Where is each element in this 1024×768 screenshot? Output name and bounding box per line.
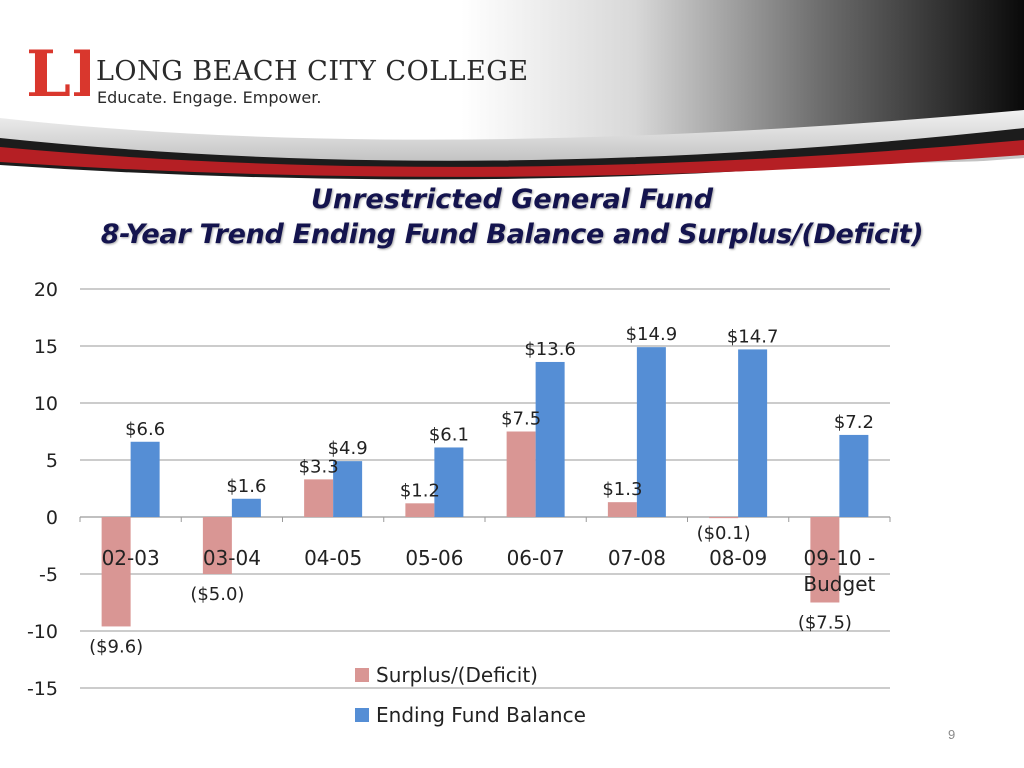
y-tick-label: -15 xyxy=(27,678,58,700)
gridlines xyxy=(79,288,891,689)
surplus-label: ($0.1) xyxy=(697,523,751,544)
chart-subtitle: 8-Year Trend Ending Fund Balance and Sur… xyxy=(100,219,924,250)
x-tick-label: 09-10 -Budget xyxy=(803,546,875,596)
legend-swatch xyxy=(355,668,369,682)
college-logo: LB xyxy=(28,37,90,106)
fund-balance-label: $6.6 xyxy=(125,419,165,440)
surplus-label: ($7.5) xyxy=(798,613,852,634)
x-tick-label: 08-09 xyxy=(709,546,767,570)
legend-swatch xyxy=(355,708,369,722)
y-tick-label: 10 xyxy=(34,393,58,415)
fund-balance-label: $4.9 xyxy=(328,438,368,459)
x-tick-label: 07-08 xyxy=(608,546,666,570)
college-tagline: Educate. Engage. Empower. xyxy=(97,88,322,107)
svg-text:LB: LB xyxy=(28,37,90,106)
surplus-label: ($5.0) xyxy=(190,584,244,605)
x-tick-label: 06-07 xyxy=(507,546,565,570)
fund-balance-label: $1.6 xyxy=(226,476,266,497)
y-tick-label: 20 xyxy=(34,279,58,301)
y-tick-label: 5 xyxy=(46,450,58,472)
header-banner: LB LONG BEACH CITY COLLEGE Educate. Enga… xyxy=(0,0,1024,190)
x-axis-ticks: 02-03 03-04 04-05 05-06 06-07 07-08 08-09 09-10… xyxy=(102,546,876,596)
surplus-bar xyxy=(709,517,739,519)
fund-balance-bar xyxy=(636,347,666,517)
fund-balance-bar xyxy=(434,447,464,517)
bars xyxy=(101,347,869,627)
surplus-label: $1.3 xyxy=(602,479,642,500)
fund-balance-label: $14.9 xyxy=(626,324,678,345)
page-number: 9 xyxy=(948,727,956,742)
y-tick-label: 0 xyxy=(46,507,58,529)
header-swoosh xyxy=(0,0,1024,190)
fund-balance-label: $13.6 xyxy=(524,339,576,360)
x-tick-label: 03-04 xyxy=(203,546,261,570)
y-tick-label: -5 xyxy=(39,564,58,586)
y-tick-label: -10 xyxy=(27,621,58,643)
legend: Surplus/(Deficit) Ending Fund Balance xyxy=(355,663,586,727)
surplus-bar xyxy=(405,503,435,517)
surplus-bar xyxy=(607,502,637,517)
fund-balance-bar xyxy=(738,349,768,517)
surplus-bar xyxy=(506,431,536,517)
fund-balance-bar xyxy=(333,461,363,517)
surplus-label: $7.5 xyxy=(501,409,541,430)
surplus-label: ($9.6) xyxy=(89,636,143,657)
fund-balance-label: $7.2 xyxy=(834,412,874,433)
y-axis-ticks: 20 15 10 5 0 -5 -10 -15 xyxy=(27,279,58,700)
bar-chart: 20 15 10 5 0 -5 -10 -15 ($9.6) ($5.0) $3.3 $1.2 $7.… xyxy=(27,279,891,727)
fund-balance-bar xyxy=(130,441,160,517)
y-tick-label: 15 xyxy=(34,336,58,358)
surplus-bar xyxy=(202,517,232,574)
fund-balance-label: $6.1 xyxy=(429,424,469,445)
fund-balance-label: $14.7 xyxy=(727,326,779,347)
surplus-bar xyxy=(304,479,334,517)
surplus-bar xyxy=(810,517,840,603)
fund-balance-bar xyxy=(231,498,261,517)
x-tick-label: 02-03 xyxy=(102,546,160,570)
x-tick-label: 04-05 xyxy=(304,546,362,570)
data-labels: ($9.6) ($5.0) $3.3 $1.2 $7.5 $1.3 ($0.1) ($7.5)… xyxy=(89,324,874,657)
chart-title: Unrestricted General Fund xyxy=(310,184,714,215)
surplus-label: $1.2 xyxy=(400,480,440,501)
legend-label: Surplus/(Deficit) xyxy=(376,663,538,687)
legend-label: Ending Fund Balance xyxy=(376,703,586,727)
surplus-bar xyxy=(101,517,131,627)
fund-balance-bar xyxy=(839,434,869,517)
college-name: LONG BEACH CITY COLLEGE xyxy=(96,56,529,87)
fund-balance-bar xyxy=(535,361,565,517)
surplus-label: $3.3 xyxy=(299,456,339,477)
x-tick-label: 05-06 xyxy=(405,546,463,570)
